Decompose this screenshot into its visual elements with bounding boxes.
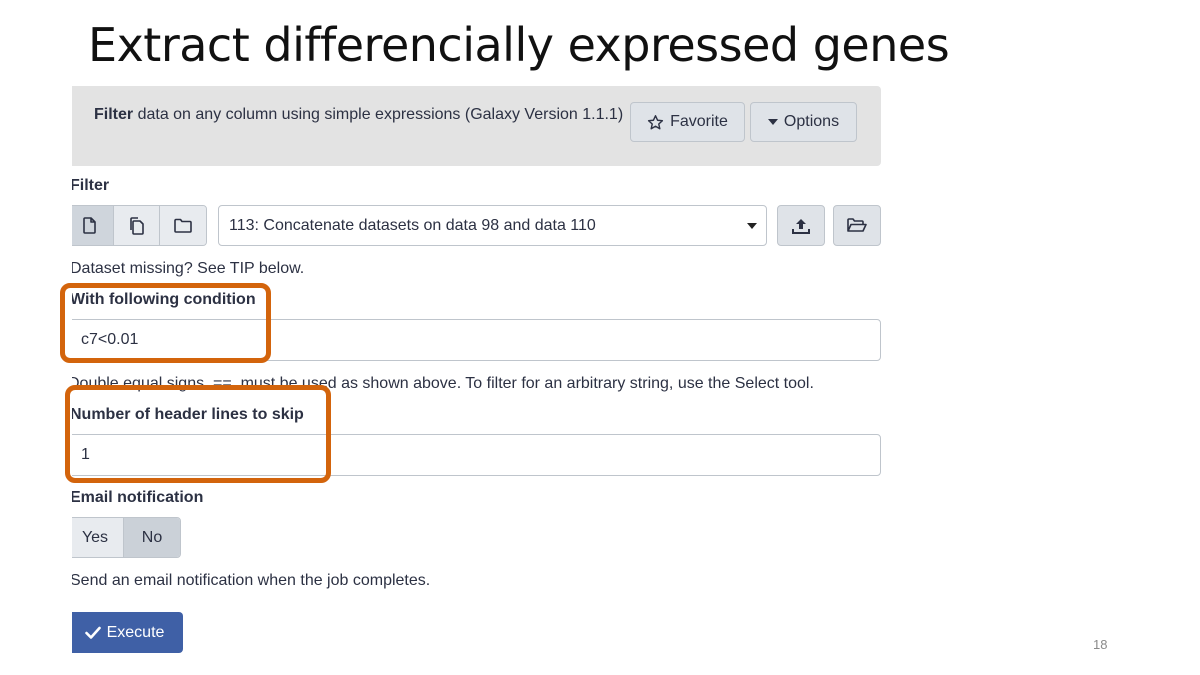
- condition-input[interactable]: c7<0.01: [72, 319, 881, 361]
- email-notification-toggle: Yes No: [72, 517, 181, 558]
- options-label: Options: [783, 113, 840, 130]
- folder-icon: [174, 218, 192, 233]
- folder-open-icon: [847, 218, 867, 233]
- favorite-label: Favorite: [670, 113, 728, 130]
- dataset-help-text: Dataset missing? See TIP below.: [72, 260, 305, 277]
- slide-title: Extract differencially expressed genes: [88, 18, 950, 72]
- header-lines-highlight: [65, 385, 331, 483]
- condition-highlight: [60, 283, 271, 363]
- input-dataset-label: Filter: [72, 177, 110, 194]
- caret-down-icon: [767, 118, 778, 126]
- multiple-datasets-button[interactable]: [113, 206, 161, 245]
- favorite-button[interactable]: Favorite: [630, 102, 745, 142]
- tool-name: Filter: [94, 106, 134, 123]
- browse-button[interactable]: [833, 205, 881, 246]
- condition-value: c7<0.01: [81, 331, 139, 348]
- email-help-text: Send an email notification when the job …: [72, 572, 431, 589]
- star-icon: [647, 114, 664, 131]
- email-yes-option[interactable]: Yes: [72, 518, 123, 557]
- email-no-option[interactable]: No: [123, 518, 180, 557]
- header-lines-label: Number of header lines to skip: [72, 406, 304, 423]
- files-icon: [129, 216, 145, 235]
- execute-label: Execute: [106, 623, 165, 641]
- email-notification-label: Email notification: [72, 489, 204, 506]
- upload-icon: [792, 217, 810, 235]
- file-icon: [83, 217, 97, 234]
- collection-button[interactable]: [160, 206, 206, 245]
- condition-label: With following condition: [72, 291, 256, 308]
- galaxy-tool-form: Filter data on any column using simple e…: [72, 86, 892, 661]
- upload-button[interactable]: [777, 205, 825, 246]
- tool-header-text: Filter data on any column using simple e…: [94, 103, 624, 127]
- tool-header: Filter data on any column using simple e…: [72, 86, 881, 166]
- select-caret-icon: [747, 223, 757, 229]
- options-button[interactable]: Options: [750, 102, 857, 142]
- page-number: 18: [1093, 637, 1108, 652]
- header-lines-input[interactable]: 1: [72, 434, 881, 476]
- header-lines-value: 1: [81, 446, 90, 463]
- dataset-select-value: 113: Concatenate datasets on data 98 and…: [229, 216, 596, 234]
- single-dataset-button[interactable]: [72, 206, 114, 245]
- execute-button[interactable]: Execute: [72, 612, 183, 653]
- check-icon: [84, 626, 101, 639]
- tool-description: data on any column using simple expressi…: [133, 106, 624, 123]
- dataset-mode-selector: [72, 205, 207, 246]
- dataset-select[interactable]: 113: Concatenate datasets on data 98 and…: [218, 205, 767, 246]
